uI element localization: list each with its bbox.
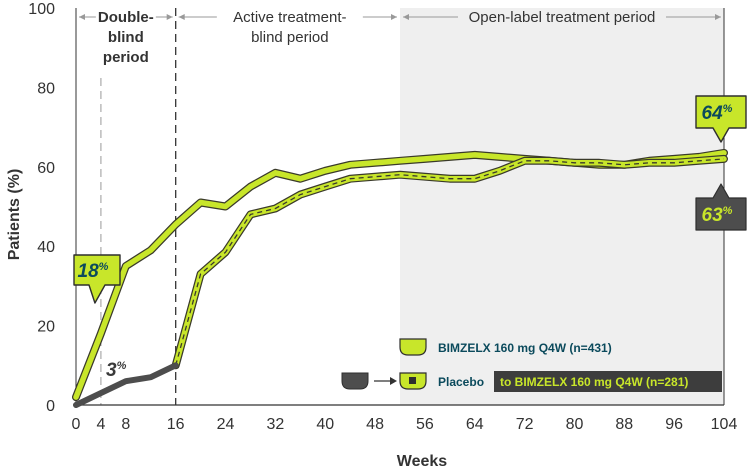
period-label-double-blind: period xyxy=(103,49,149,66)
callout-box-dark xyxy=(695,183,747,231)
y-tick-label: 100 xyxy=(28,1,55,18)
period-label-double-blind: blind xyxy=(108,29,144,46)
x-tick-label: 80 xyxy=(566,416,584,433)
legend-label-bimzelx: BIMZELX 160 mg Q4W (n=431) xyxy=(438,341,612,355)
open-label-shade xyxy=(400,8,724,405)
period-arrowhead xyxy=(715,14,721,20)
callout-box-green xyxy=(695,95,747,143)
series-placebo xyxy=(73,362,179,408)
x-tick-label: 88 xyxy=(615,416,633,433)
y-tick-label: 60 xyxy=(37,160,55,177)
series-switch-dash xyxy=(175,158,725,366)
y-tick-label: 80 xyxy=(37,80,55,97)
legend-swatch-bimzelx xyxy=(399,338,427,356)
legend-swatch-switch-marker xyxy=(409,377,416,384)
x-tick-label: 56 xyxy=(416,416,434,433)
period-arrowhead xyxy=(391,14,397,20)
x-tick-label: 96 xyxy=(665,416,683,433)
x-tick-label: 8 xyxy=(121,416,130,433)
x-tick-label: 104 xyxy=(711,416,738,433)
callout-value: 64% xyxy=(702,103,733,124)
callout-box-green xyxy=(73,254,121,304)
x-tick-label: 0 xyxy=(72,416,81,433)
period-arrowhead xyxy=(403,14,409,20)
x-tick-label: 16 xyxy=(167,416,185,433)
period-markers: Double-blind period Active treatment-blind… xyxy=(75,8,725,405)
period-arrowhead xyxy=(79,14,85,20)
y-tick-label: 20 xyxy=(37,319,55,336)
period-label-active: Active treatment- xyxy=(233,9,346,26)
y-tick-label: 40 xyxy=(37,239,55,256)
legend: BIMZELX 160 mg Q4W (n=431) Placebo to BIMZ… xyxy=(341,338,722,392)
callout-value-plain: 3% xyxy=(106,360,127,381)
legend-boxed-bg xyxy=(494,371,722,392)
open-label-shading xyxy=(400,8,724,405)
x-tick-label: 24 xyxy=(217,416,235,433)
x-tick-label: 72 xyxy=(516,416,534,433)
x-tick-label: 4 xyxy=(96,416,105,433)
legend-swatch-placebo xyxy=(341,372,369,390)
period-label-double-blind: Double- xyxy=(98,9,154,26)
y-axis-label: Patients (%) xyxy=(6,169,23,261)
x-tick-label: 64 xyxy=(466,416,484,433)
period-arrowhead xyxy=(166,14,173,20)
callouts: 18% 3% 64% 63% xyxy=(73,95,747,381)
legend-label-placebo: Placebo xyxy=(438,375,484,389)
period-label-active: blind period xyxy=(251,29,329,46)
period-label-open-label: Open-label treatment period xyxy=(469,9,656,26)
period-arrowhead xyxy=(178,14,185,20)
legend-label-switch: to BIMZELX 160 mg Q4W (n=281) xyxy=(500,375,688,389)
x-tick-label: 48 xyxy=(366,416,384,433)
callout-value: 63% xyxy=(702,205,733,226)
legend-arrowhead xyxy=(390,377,397,385)
x-tick-label: 40 xyxy=(316,416,334,433)
x-axis-label: Weeks xyxy=(397,453,448,469)
series-lines xyxy=(72,148,728,408)
y-tick-label: 0 xyxy=(46,398,55,415)
callout-value: 18% xyxy=(78,261,109,282)
x-tick-label: 32 xyxy=(266,416,284,433)
